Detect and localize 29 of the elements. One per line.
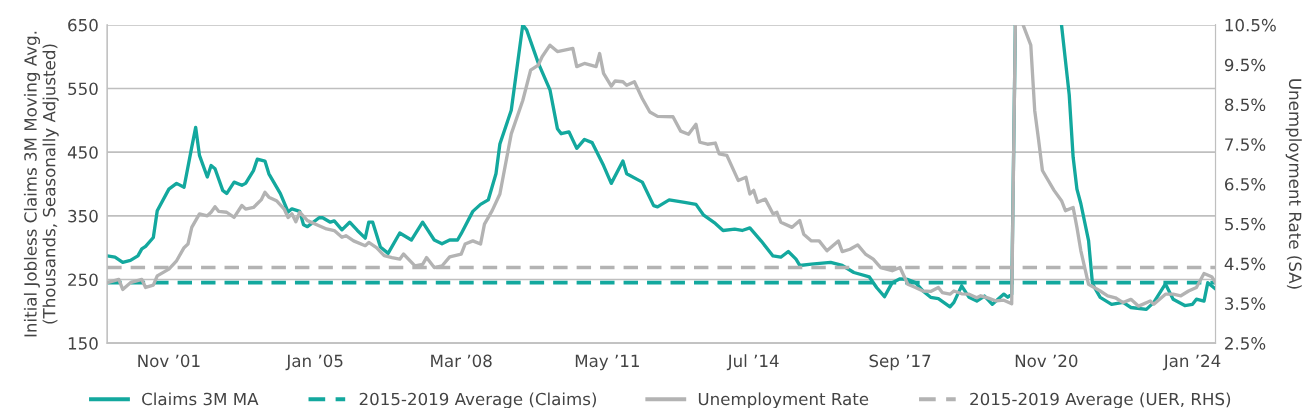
y-axis-title: Initial Jobless Claims 3M Moving Avg. (Thousands, Seasonally Adjusted) <box>23 31 59 337</box>
y2-tick-label: 3.5% <box>1225 297 1266 310</box>
y-tick-label: 450 <box>67 146 98 159</box>
y2-tick-label: 7.5% <box>1225 138 1266 151</box>
y-tick-label: 350 <box>68 209 98 223</box>
y2-tick-label: 10.5% <box>1225 18 1276 32</box>
legend-label: 2015-2019 Average (UER, RHS) <box>970 392 1231 408</box>
y2-tick-label: 6.5% <box>1225 177 1266 191</box>
y2-tick-label: 9.5% <box>1224 58 1266 72</box>
x-tick-label: Nov ’20 <box>1015 354 1078 368</box>
y2-tick-label: 4.5% <box>1224 257 1266 271</box>
legend-label: Claims 3M MA <box>142 392 259 406</box>
y-tick-label: 550 <box>68 82 98 96</box>
y-tick-label: 650 <box>68 18 98 32</box>
y2-axis-title: Unemployment Rate (SA) <box>1285 79 1302 289</box>
x-tick-label: Jan ’05 <box>285 354 343 371</box>
x-tick-label: Nov ’01 <box>138 354 200 368</box>
x-tick-label: Sep ’17 <box>869 354 931 371</box>
y2-tick-label: 8.5% <box>1224 98 1266 112</box>
legend-label: Unemployment Rate <box>698 392 869 408</box>
y-tick-label: 150 <box>68 337 98 350</box>
y2-tick-label: 5.5% <box>1225 217 1266 231</box>
y-tick-label: 250 <box>68 273 98 287</box>
x-tick-label: Jul ’14 <box>726 354 779 371</box>
y2-tick-label: 2.5% <box>1225 337 1266 350</box>
x-tick-label: Jan ’24 <box>1162 354 1221 371</box>
x-tick-label: May ’11 <box>575 354 639 371</box>
x-tick-label: Mar ’08 <box>431 354 492 368</box>
legend-label: 2015-2019 Average (Claims) <box>359 392 597 408</box>
